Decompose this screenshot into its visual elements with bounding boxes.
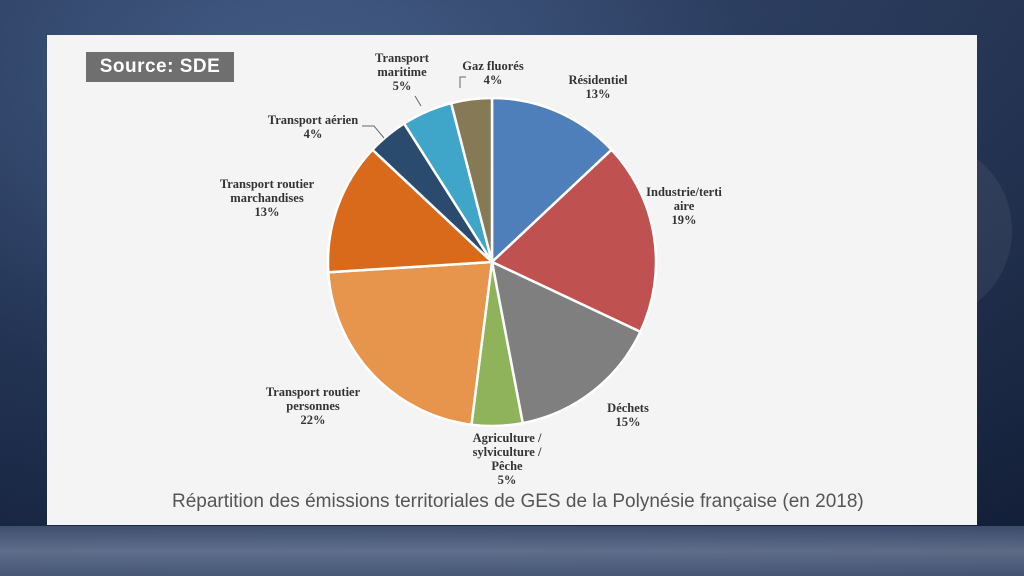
slice-label: Transport aérien 4% bbox=[268, 113, 358, 141]
pie-slice bbox=[326, 147, 495, 274]
chart-caption: Répartition des émissions territoriales … bbox=[172, 491, 864, 512]
pie-slice bbox=[449, 96, 494, 263]
slice-label: Transport routier marchandises 13% bbox=[220, 177, 315, 219]
slice-label: Déchets 15% bbox=[607, 401, 649, 429]
leader-line bbox=[362, 125, 385, 139]
slice-label: Industrie/terti aire 19% bbox=[646, 185, 722, 227]
pie-slice bbox=[489, 147, 658, 334]
pie-slice bbox=[490, 96, 614, 265]
source-badge: Source: SDE bbox=[86, 52, 234, 82]
leader-line bbox=[459, 76, 466, 88]
pie-slice bbox=[326, 260, 494, 427]
slice-label: Résidentiel 13% bbox=[568, 73, 628, 101]
slice-label: Gaz fluorés 4% bbox=[462, 59, 524, 87]
pie-slice bbox=[490, 259, 643, 425]
slice-label: Agriculture / sylviculture / Pêche 5% bbox=[473, 431, 542, 487]
bottom-band bbox=[0, 526, 1024, 576]
slice-label: Transport routier personnes 22% bbox=[266, 385, 361, 427]
leader-line bbox=[414, 95, 422, 107]
slice-label: Transport maritime 5% bbox=[375, 51, 430, 93]
